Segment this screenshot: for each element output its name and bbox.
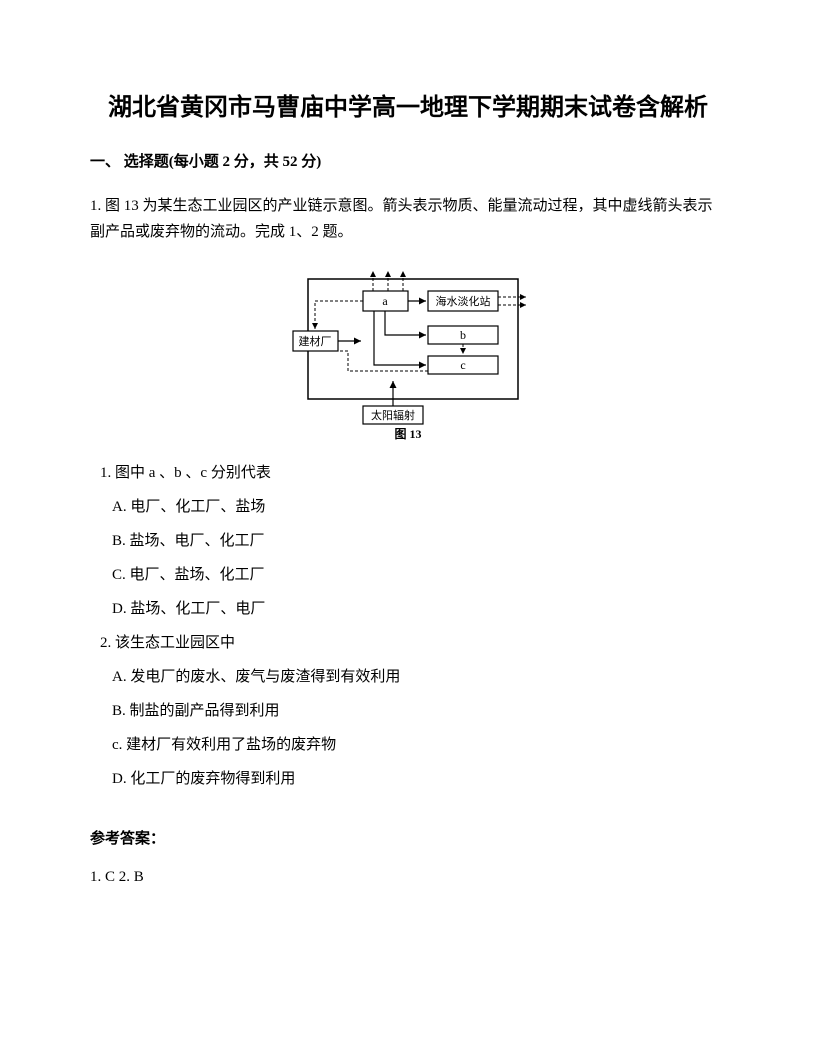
- diagram-caption: 图 13: [394, 427, 421, 441]
- option-1c: C. 电厂、盐场、化工厂: [112, 563, 726, 587]
- option-2d: D. 化工厂的废弃物得到利用: [112, 767, 726, 791]
- sub-question-1: 1. 图中 a 、b 、c 分别代表: [100, 461, 726, 485]
- industrial-chain-diagram: a 海水淡化站 建材厂 b c 太阳辐射 图 13: [278, 261, 538, 441]
- page-title: 湖北省黄冈市马曹庙中学高一地理下学期期末试卷含解析: [90, 90, 726, 126]
- option-2a: A. 发电厂的废水、废气与废渣得到有效利用: [112, 665, 726, 689]
- section-header: 一、 选择题(每小题 2 分，共 52 分): [90, 150, 726, 174]
- box-b-label: b: [460, 328, 466, 342]
- box-seawater-label: 海水淡化站: [436, 294, 491, 308]
- box-solar-label: 太阳辐射: [371, 408, 415, 422]
- answer-line: 1. C 2. B: [90, 865, 726, 889]
- box-building-label: 建材厂: [299, 334, 332, 348]
- option-2b: B. 制盐的副产品得到利用: [112, 699, 726, 723]
- option-1d: D. 盐场、化工厂、电厂: [112, 597, 726, 621]
- sub-question-2: 2. 该生态工业园区中: [100, 631, 726, 655]
- question-intro: 1. 图 13 为某生态工业园区的产业链示意图。箭头表示物质、能量流动过程，其中…: [90, 194, 726, 245]
- box-c-label: c: [460, 358, 465, 372]
- option-1b: B. 盐场、电厂、化工厂: [112, 529, 726, 553]
- box-a-label: a: [382, 294, 388, 308]
- option-1a: A. 电厂、化工厂、盐场: [112, 495, 726, 519]
- option-2c: c. 建材厂有效利用了盐场的废弃物: [112, 733, 726, 757]
- answer-header: 参考答案：: [90, 827, 726, 851]
- diagram-container: a 海水淡化站 建材厂 b c 太阳辐射 图 13: [90, 261, 726, 441]
